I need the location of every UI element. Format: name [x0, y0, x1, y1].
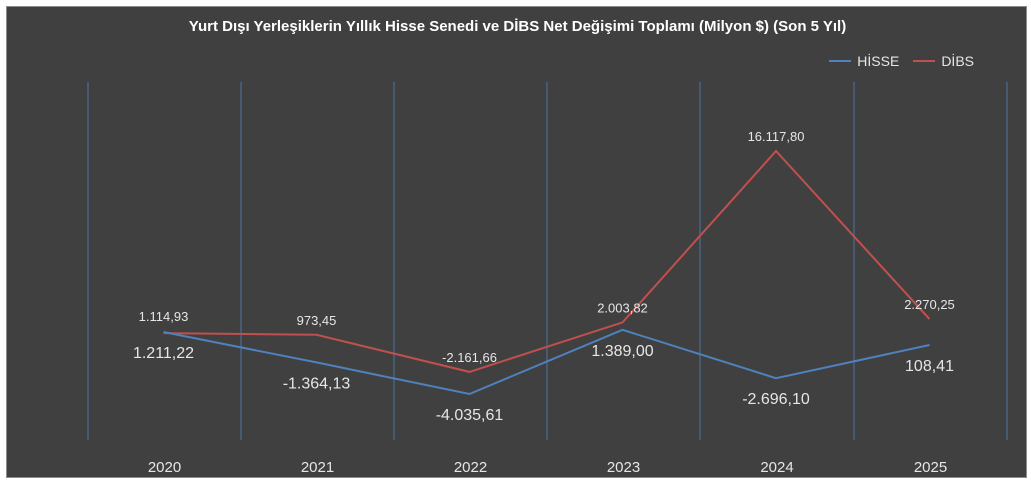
legend-label-hisse: HİSSE [857, 53, 900, 69]
x-tick-label-2024: 2024 [760, 459, 793, 476]
data-label-hisse-2021: -1.364,13 [283, 375, 351, 392]
data-label-hisse-2023: 1.389,00 [591, 343, 653, 360]
data-label-hisse-2024: -2.696,10 [742, 391, 810, 408]
data-label-dibs-2022: -2.161,66 [442, 350, 497, 365]
legend-label-dibs: DİBS [941, 53, 974, 69]
chart-frame: Yurt Dışı Yerleşiklerin Yıllık Hisse Sen… [6, 6, 1027, 478]
data-label-dibs-2023: 2.003,82 [597, 300, 648, 315]
x-tick-label-2021: 2021 [301, 459, 334, 476]
legend-swatch-dibs [913, 60, 936, 62]
plot-area: 2020 2021 2022 2023 2024 2025 1.114,93 973,45 -2… [87, 82, 1008, 476]
x-tick-label-2025: 2025 [914, 459, 947, 476]
data-label-hisse-2025: 108,41 [905, 358, 954, 375]
legend: HİSSE DİBS [829, 53, 974, 69]
x-tick-label-2022: 2022 [454, 459, 487, 476]
data-label-dibs-2025: 2.270,25 [904, 297, 955, 312]
series-line-dibs [163, 149, 931, 373]
data-label-hisse-2022: -4.035,61 [436, 407, 504, 424]
x-tick-label-2020: 2020 [148, 459, 181, 476]
chart-title: Yurt Dışı Yerleşiklerin Yıllık Hisse Sen… [188, 18, 847, 35]
legend-item-hisse: HİSSE [829, 53, 899, 69]
data-label-dibs-2020: 1.114,93 [139, 309, 189, 324]
data-label-dibs-2021: 973,45 [297, 313, 337, 328]
data-label-dibs-2024: 16.117,80 [748, 129, 805, 144]
legend-swatch-hisse [829, 60, 852, 62]
data-label-hisse-2020: 1.211,22 [133, 345, 194, 362]
legend-item-dibs: DİBS [913, 53, 974, 69]
series-line-hisse [163, 328, 930, 396]
x-tick-label-2023: 2023 [607, 459, 640, 476]
